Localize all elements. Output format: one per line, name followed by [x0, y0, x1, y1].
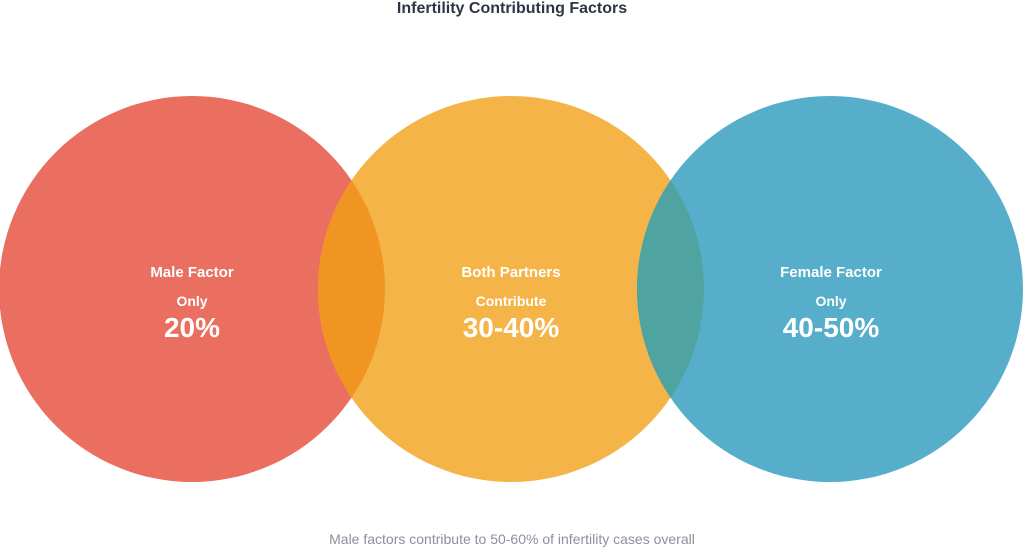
female-factor-value: 40-50% [782, 312, 880, 343]
female-factor-circle [637, 96, 1023, 482]
male-factor-circle [0, 96, 385, 482]
both-partners-sublabel: Contribute [475, 293, 547, 309]
both-partners-label-group: Both Partners Contribute 30-40% [361, 263, 661, 346]
female-factor-sublabel: Only [815, 293, 847, 309]
both-partners-label: Both Partners [461, 264, 561, 281]
chart-footnote: Male factors contribute to 50-60% of inf… [329, 531, 695, 547]
female-factor-label-group: Female Factor Only 40-50% [681, 263, 981, 346]
chart-title: Infertility Contributing Factors [396, 0, 628, 17]
male-factor-label: Male Factor [150, 264, 234, 281]
male-factor-value: 20% [163, 312, 221, 343]
both-partners-value: 30-40% [462, 312, 560, 343]
male-factor-label-group: Male Factor Only 20% [42, 263, 342, 346]
female-factor-label: Female Factor [780, 264, 882, 281]
both-partners-circle [318, 96, 704, 482]
male-factor-sublabel: Only [176, 293, 208, 309]
